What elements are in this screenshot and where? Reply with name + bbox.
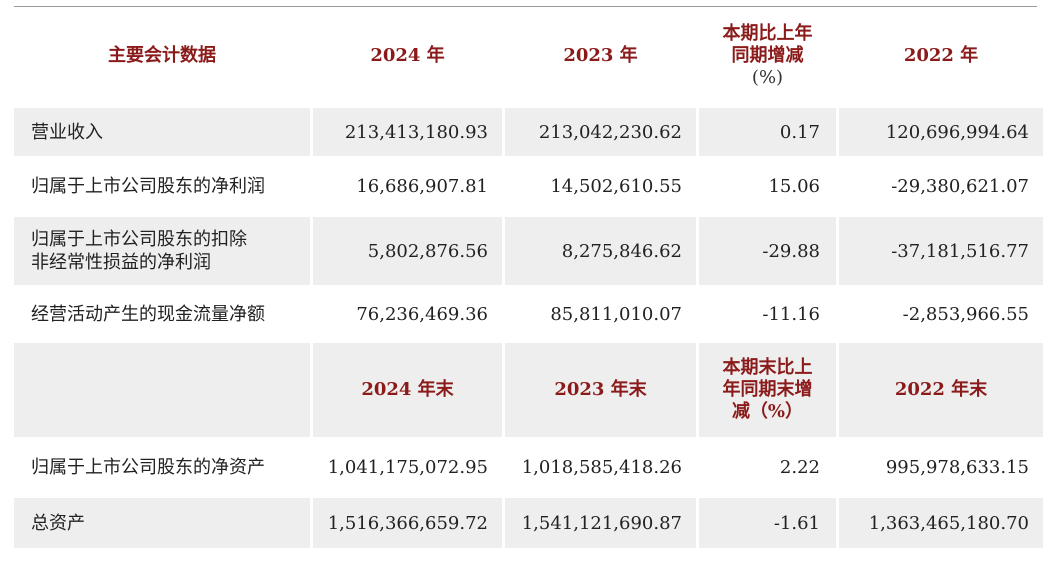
header-change-percent: 本期比上年 同期增减 (%): [699, 7, 836, 105]
top-rule: [14, 6, 1037, 7]
header-change-line2: 同期增减: [731, 45, 804, 66]
value-change-end: 2.22: [779, 457, 820, 478]
header-change-line1: 本期比上年: [722, 23, 813, 44]
header-row-period: 主要会计数据 2024 年 2023 年 本期比上年 同期增减 (%) 2022…: [14, 7, 1043, 105]
value-change: 15.06: [768, 176, 820, 197]
header-empty: [14, 343, 310, 437]
table-row: 营业收入 213,413,180.93 213,042,230.62 0.17 …: [14, 108, 1043, 156]
row-label: 归属于上市公司股东的净利润: [31, 176, 265, 197]
value-2022: -2,853,966.55: [902, 303, 1029, 325]
table-row: 总资产 1,516,366,659.72 1,541,121,690.87 -1…: [14, 498, 1043, 548]
financial-table: 主要会计数据 2024 年 2023 年 本期比上年 同期增减 (%) 2022…: [14, 0, 1051, 551]
header-change-line3: (%): [751, 67, 784, 88]
row-label: 总资产: [14, 498, 310, 548]
value-2023: 85,811,010.07: [550, 303, 682, 325]
header-row-period-end: 2024 年末 2023 年末 本期末比上 年同期末增 减（%） 2022 年末: [14, 343, 1043, 437]
header-change-end-line2: 年同期末增: [722, 379, 813, 400]
row-label: 归属于上市公司股东的净资产: [31, 457, 265, 478]
value-2024-end: 1,041,175,072.95: [327, 457, 488, 478]
value-change: -29.88: [699, 217, 836, 285]
header-2022-end: 2022 年末: [839, 343, 1043, 437]
header-key-data: 主要会计数据: [108, 45, 216, 66]
value-2024-end: 1,516,366,659.72: [313, 498, 502, 548]
row-label-line2: 非经常性损益的净利润: [31, 252, 211, 273]
value-2022: -29,380,621.07: [891, 176, 1029, 197]
key-accounting-data-table: 主要会计数据 2024 年 2023 年 本期比上年 同期增减 (%) 2022…: [11, 4, 1046, 551]
value-2023-end: 1,018,585,418.26: [521, 457, 682, 478]
value-2024: 213,413,180.93: [313, 108, 502, 156]
header-change-end-line1: 本期末比上: [722, 357, 813, 378]
table-row: 归属于上市公司股东的净资产 1,041,175,072.95 1,018,585…: [14, 440, 1043, 495]
header-2023-end: 2023 年末: [505, 343, 696, 437]
header-2024-end: 2024 年末: [313, 343, 502, 437]
value-2022: 120,696,994.64: [839, 108, 1043, 156]
table-row: 归属于上市公司股东的净利润 16,686,907.81 14,502,610.5…: [14, 159, 1043, 214]
value-2023-end: 1,541,121,690.87: [505, 498, 696, 548]
table-row: 经营活动产生的现金流量净额 76,236,469.36 85,811,010.0…: [14, 288, 1043, 340]
value-change-end: -1.61: [699, 498, 836, 548]
value-change: 0.17: [699, 108, 836, 156]
header-2023: 2023 年: [563, 45, 638, 66]
row-label: 营业收入: [14, 108, 310, 156]
value-change: -11.16: [762, 303, 820, 325]
header-change-end-line3: 减（%）: [731, 401, 804, 422]
header-2024: 2024 年: [370, 45, 445, 66]
value-2024: 16,686,907.81: [356, 176, 488, 197]
value-2022-end: 1,363,465,180.70: [839, 498, 1043, 548]
header-2022: 2022 年: [903, 45, 979, 66]
header-change-end-percent: 本期末比上 年同期末增 减（%）: [699, 343, 836, 437]
table-row: 归属于上市公司股东的扣除 非经常性损益的净利润 5,802,876.56 8,2…: [14, 217, 1043, 285]
value-2024: 76,236,469.36: [356, 303, 488, 325]
value-2022-end: 995,978,633.15: [885, 457, 1029, 478]
value-2023: 8,275,846.62: [505, 217, 696, 285]
value-2023: 213,042,230.62: [505, 108, 696, 156]
row-label-line1: 归属于上市公司股东的扣除: [31, 229, 247, 250]
row-label: 归属于上市公司股东的扣除 非经常性损益的净利润: [14, 217, 310, 285]
value-2022: -37,181,516.77: [839, 217, 1043, 285]
value-2024: 5,802,876.56: [313, 217, 502, 285]
row-label: 经营活动产生的现金流量净额: [31, 303, 265, 325]
value-2023: 14,502,610.55: [550, 176, 682, 197]
